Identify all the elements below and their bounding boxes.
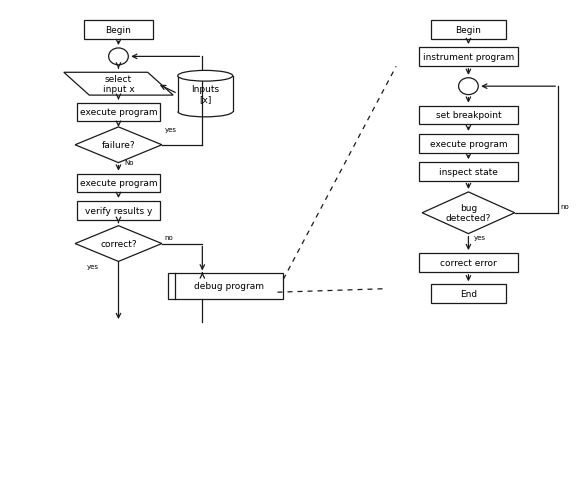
Bar xyxy=(77,174,161,193)
Text: instrument program: instrument program xyxy=(423,53,514,62)
Text: debug program: debug program xyxy=(194,282,264,291)
Text: verify results y: verify results y xyxy=(85,206,152,215)
Bar xyxy=(431,285,506,304)
Text: set breakpoint: set breakpoint xyxy=(436,111,501,120)
Text: Begin: Begin xyxy=(456,26,481,35)
Polygon shape xyxy=(422,192,515,234)
Bar xyxy=(178,77,232,112)
Bar xyxy=(419,106,517,125)
Bar xyxy=(84,21,153,40)
Circle shape xyxy=(458,79,478,95)
Bar xyxy=(419,254,517,273)
Polygon shape xyxy=(75,128,162,163)
Ellipse shape xyxy=(178,71,232,82)
Bar xyxy=(77,103,161,122)
Text: yes: yes xyxy=(165,127,177,133)
Text: No: No xyxy=(124,159,134,165)
Bar xyxy=(419,163,517,182)
Bar xyxy=(419,135,517,153)
Text: End: End xyxy=(460,290,477,299)
Text: no: no xyxy=(165,234,173,240)
Text: failure?: failure? xyxy=(102,141,135,150)
Polygon shape xyxy=(64,73,173,96)
Polygon shape xyxy=(75,226,162,262)
Text: no: no xyxy=(561,203,569,209)
Text: Inputs
[x]: Inputs [x] xyxy=(191,85,220,104)
Text: execute program: execute program xyxy=(79,108,157,117)
Text: execute program: execute program xyxy=(430,139,507,148)
Text: yes: yes xyxy=(474,234,486,240)
Text: execute program: execute program xyxy=(79,179,157,188)
Bar xyxy=(77,201,161,220)
Bar xyxy=(431,21,506,40)
Circle shape xyxy=(109,49,128,66)
Text: yes: yes xyxy=(86,264,99,270)
Text: correct error: correct error xyxy=(440,259,497,268)
Bar xyxy=(168,273,283,299)
Bar xyxy=(419,48,517,67)
Text: select
input x: select input x xyxy=(103,75,134,94)
Text: correct?: correct? xyxy=(100,239,137,248)
Text: inspect state: inspect state xyxy=(439,168,498,177)
Text: bug
detected?: bug detected? xyxy=(446,204,491,223)
Text: Begin: Begin xyxy=(106,26,131,35)
